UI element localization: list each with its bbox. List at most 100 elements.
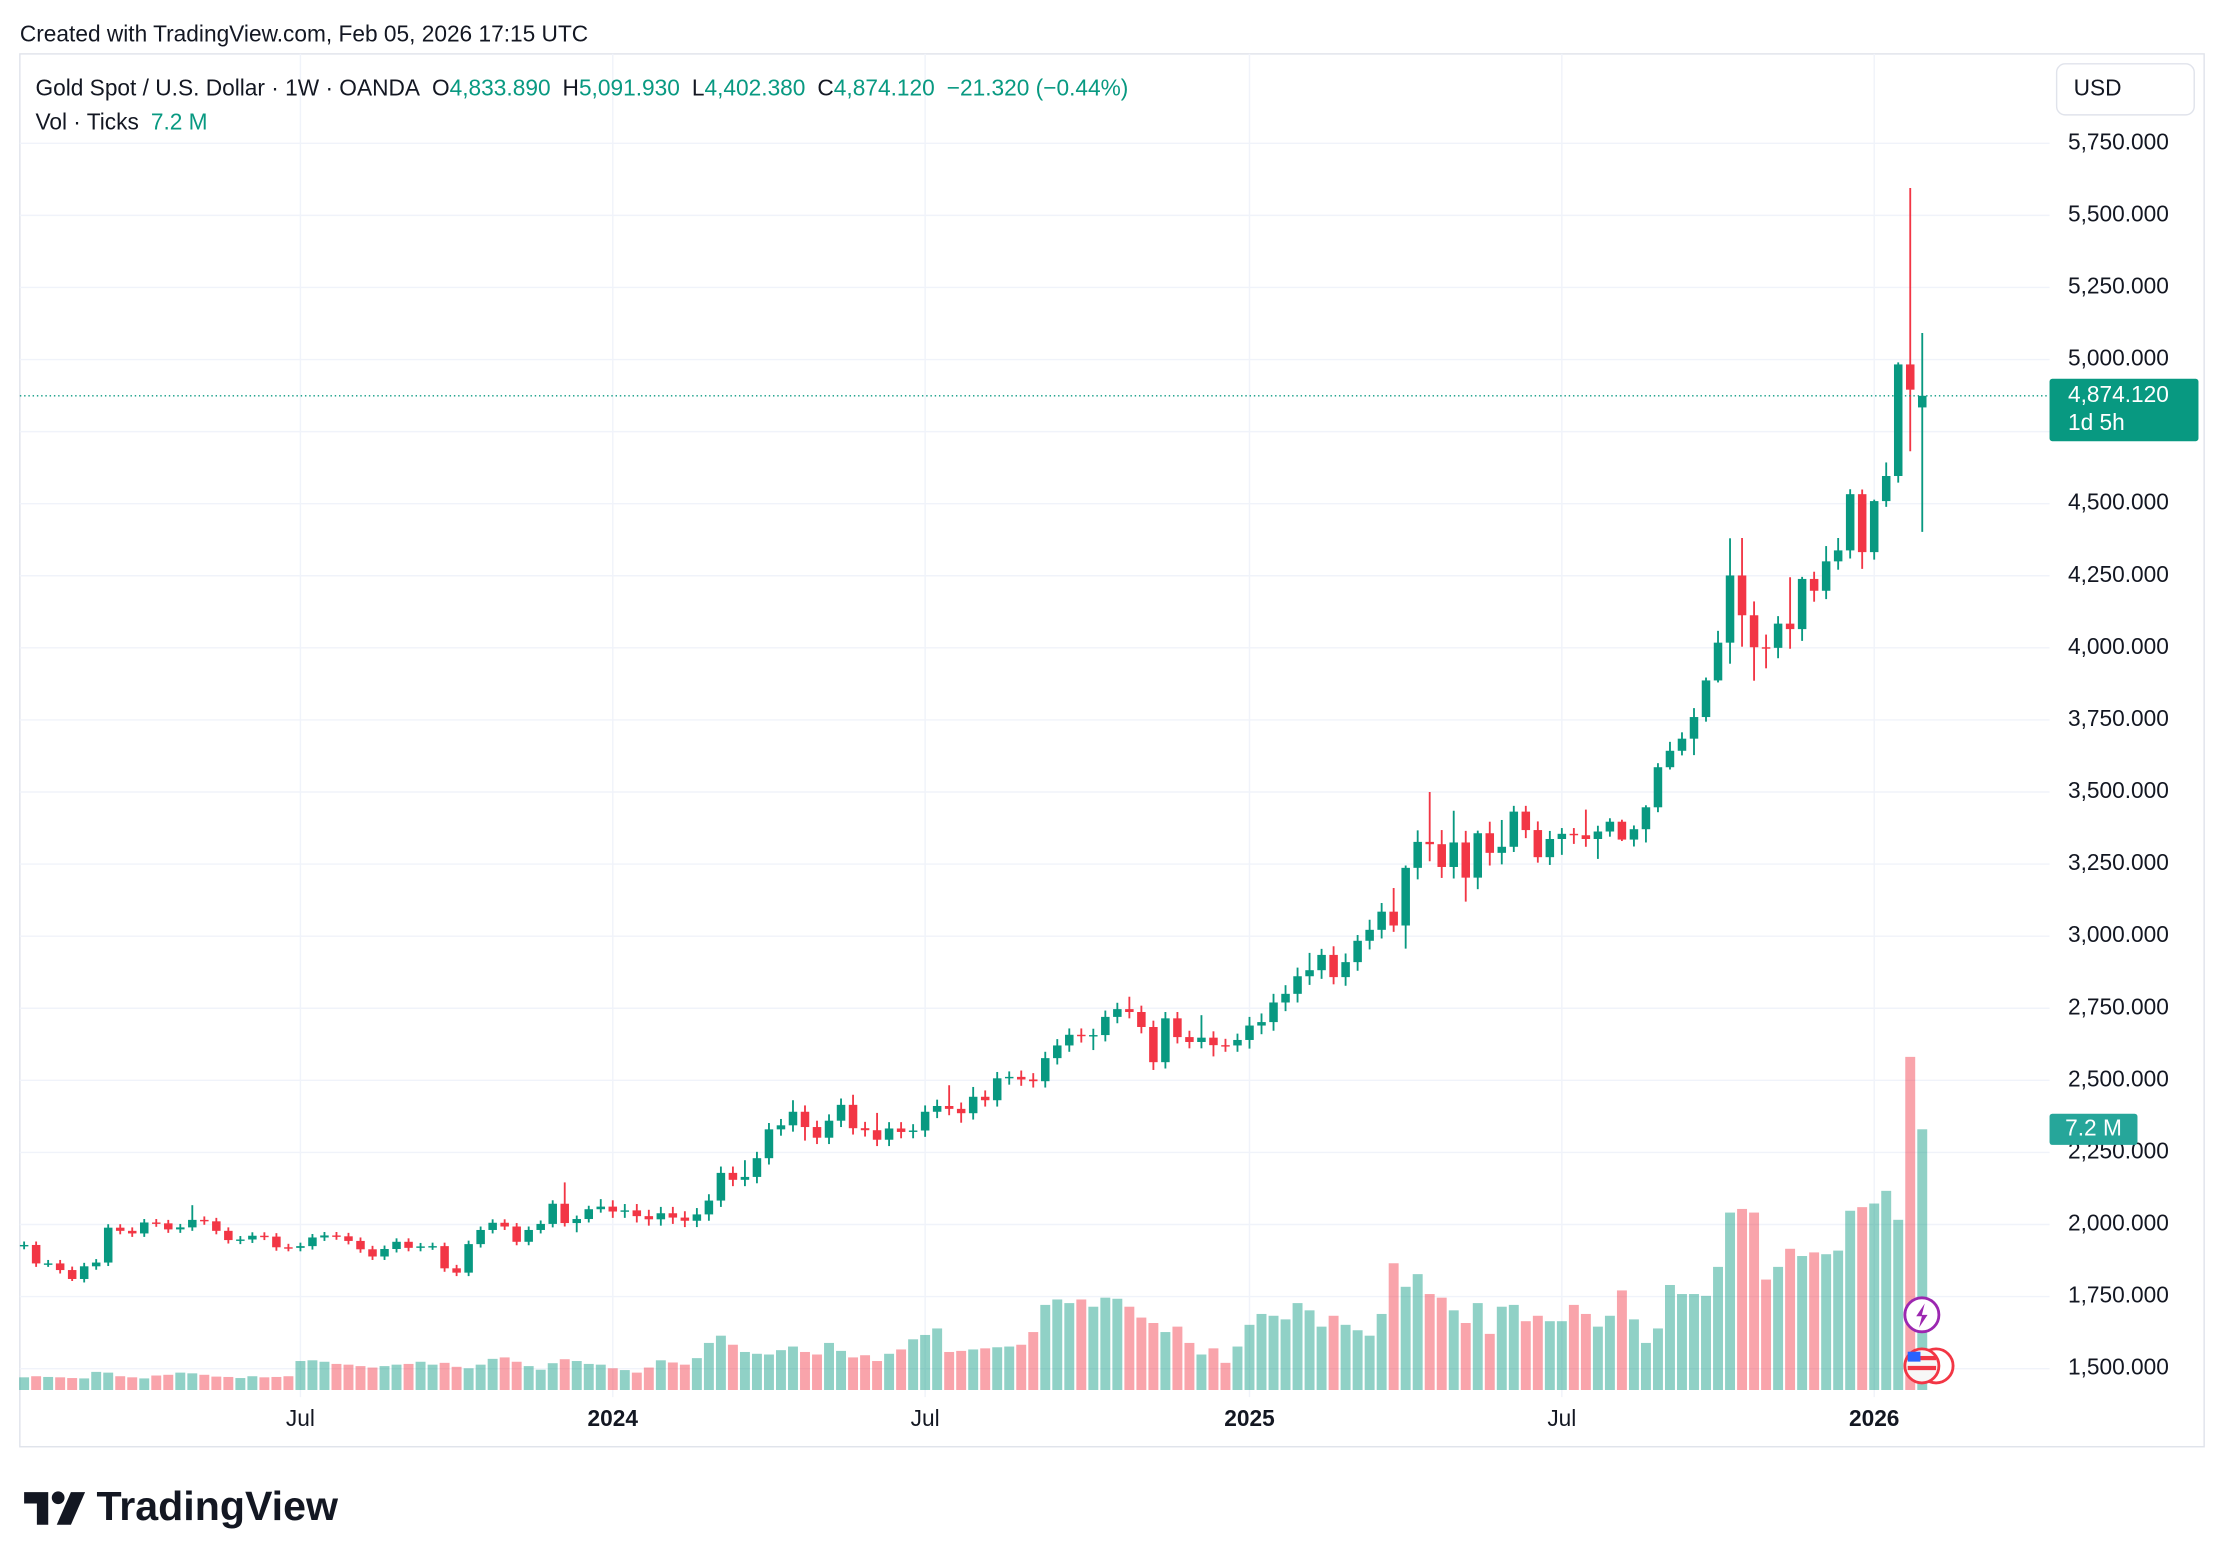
candle-body <box>1161 1018 1170 1063</box>
volume-bar <box>691 1358 702 1390</box>
candle-body <box>1233 1039 1242 1046</box>
x-tick-label: Jul <box>286 1405 315 1431</box>
candle-body <box>1677 738 1687 751</box>
volume-bar <box>1472 1303 1483 1390</box>
volume-bar <box>1088 1306 1099 1390</box>
volume-bar <box>1484 1333 1495 1390</box>
close-label: C <box>817 74 833 100</box>
volume-bar <box>1388 1263 1399 1390</box>
candle-body <box>296 1246 305 1248</box>
candle-body <box>91 1262 101 1267</box>
candle-body <box>812 1127 822 1138</box>
logo-mark <box>56 1492 86 1525</box>
volume-bar <box>1665 1284 1675 1390</box>
chart-frame <box>19 53 2205 1448</box>
logo-mark <box>51 1491 65 1505</box>
volume-bar <box>1100 1297 1111 1390</box>
candle-body <box>1845 494 1855 551</box>
currency[interactable]: USD <box>2074 74 2122 100</box>
volume-bar <box>1064 1303 1075 1390</box>
volume-bar <box>1292 1303 1303 1390</box>
volume-bar <box>1821 1254 1832 1390</box>
candle-body <box>1545 839 1555 858</box>
candle-body <box>728 1172 738 1180</box>
candle-body <box>320 1235 329 1238</box>
volume-bar <box>583 1363 594 1390</box>
volume-bar <box>475 1364 486 1390</box>
volume-bar <box>379 1366 390 1390</box>
volume-bar <box>751 1353 762 1390</box>
candle-body <box>1881 476 1891 502</box>
candle-body <box>272 1236 281 1248</box>
candle-body <box>1737 575 1747 616</box>
volume-bar <box>643 1367 654 1390</box>
candle-body <box>1089 1035 1098 1037</box>
candle-body <box>968 1096 978 1114</box>
volume-bar <box>1448 1310 1459 1390</box>
volume-bar <box>1460 1323 1471 1390</box>
volume-bar <box>1052 1299 1063 1390</box>
close-value: 4,874.120 <box>834 74 935 100</box>
candle-body <box>1725 575 1735 643</box>
candle-body <box>224 1230 233 1241</box>
volume-bar <box>703 1342 714 1390</box>
currency-box[interactable] <box>2055 63 2195 116</box>
volume-bar <box>1280 1319 1291 1390</box>
y-tick-label: 4,500.000 <box>2068 489 2169 515</box>
candle-body <box>776 1125 786 1130</box>
volume-bar <box>1869 1203 1880 1390</box>
candle-body <box>1209 1037 1218 1046</box>
volume-bar <box>763 1354 774 1390</box>
volume-bar <box>631 1372 642 1390</box>
volume-bar <box>1184 1342 1195 1390</box>
candle-body <box>788 1111 798 1126</box>
candle-body <box>1785 623 1795 630</box>
volume-bar <box>667 1362 678 1390</box>
candle-body <box>524 1229 533 1242</box>
y-tick-label: 3,000.000 <box>2068 921 2169 947</box>
volume-bar <box>860 1355 871 1390</box>
volume-bar <box>547 1363 558 1390</box>
candle-body <box>1485 833 1495 853</box>
volume-bar <box>91 1371 102 1390</box>
volume-bar <box>1616 1290 1627 1390</box>
candle-body <box>308 1237 317 1247</box>
candle-body <box>67 1270 77 1279</box>
candle-body <box>1833 550 1843 562</box>
candle-body <box>1533 830 1543 858</box>
volume-bar <box>1436 1297 1447 1390</box>
countdown: 1d 5h <box>2068 409 2125 435</box>
volume-bar <box>439 1362 450 1390</box>
volume-bar <box>1797 1256 1808 1390</box>
volume-bar <box>1905 1056 1916 1390</box>
volume-bar <box>1592 1326 1603 1390</box>
candle-body <box>896 1128 906 1132</box>
last-price-tag <box>2049 378 2199 442</box>
y-tick-label: 2,750.000 <box>2068 993 2169 1019</box>
candle-body <box>1665 750 1675 768</box>
volume-bar <box>776 1350 786 1390</box>
volume-bar <box>619 1370 630 1390</box>
candle-body <box>1749 615 1759 648</box>
volume-bar <box>788 1346 798 1390</box>
volume-bar <box>1124 1306 1135 1390</box>
candle-body <box>1185 1037 1194 1042</box>
candle-body <box>1809 578 1819 591</box>
volume-bar <box>1328 1315 1339 1390</box>
candle-body <box>884 1128 894 1140</box>
candle-body <box>152 1222 161 1224</box>
volume-bar <box>932 1328 943 1390</box>
volume-bar <box>824 1342 834 1390</box>
candle-body <box>476 1229 485 1245</box>
volume-bar <box>187 1373 198 1390</box>
volume-bar <box>211 1376 222 1390</box>
candle-body <box>1293 976 1302 994</box>
candle-body <box>764 1129 774 1159</box>
volume-bar <box>836 1350 847 1390</box>
volume-bar <box>1232 1346 1243 1390</box>
candle-body <box>344 1236 353 1241</box>
candle-body <box>620 1210 630 1212</box>
volume-bar <box>367 1367 378 1390</box>
price-pane <box>19 187 2050 1283</box>
candle-body <box>1449 842 1458 867</box>
